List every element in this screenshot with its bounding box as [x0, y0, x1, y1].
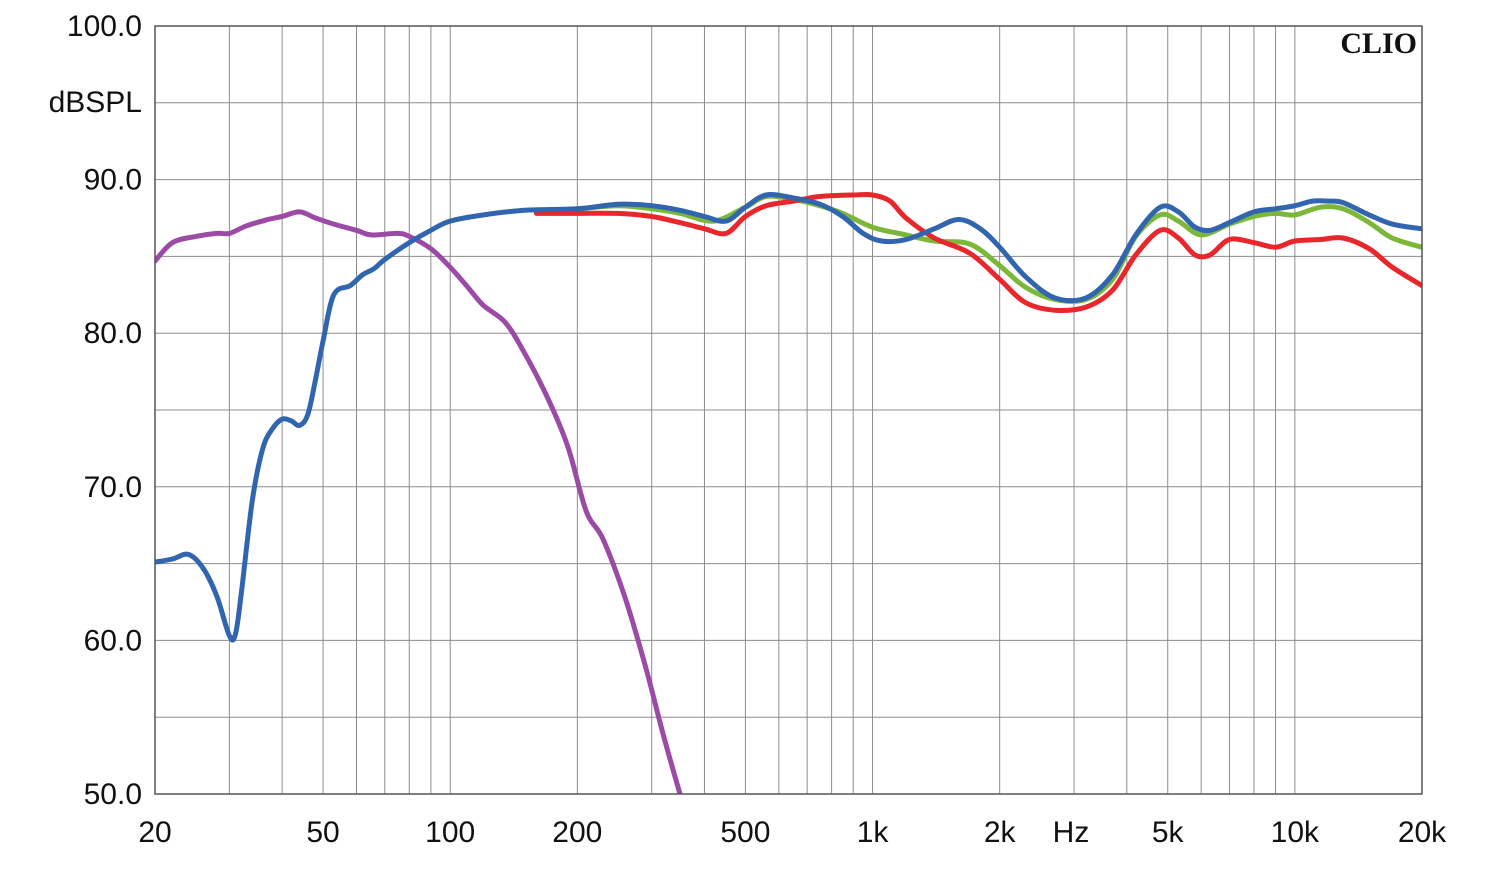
- x-tick-labels: 20 50 100 200 500 1k 2k 5k 10k 20k: [138, 816, 1447, 849]
- y-tick-label: 50.0: [84, 778, 142, 811]
- x-tick-label: 1k: [857, 816, 890, 849]
- y-tick-label: 90.0: [84, 164, 142, 197]
- y-tick-label: 70.0: [84, 471, 142, 504]
- x-axis-unit-label: Hz: [1053, 816, 1090, 849]
- x-tick-label: 20k: [1398, 816, 1447, 849]
- series-layer: [155, 191, 1422, 794]
- x-tick-label: 50: [306, 816, 339, 849]
- y-tick-label: 100.0: [67, 10, 142, 43]
- grid-layer: [154, 25, 1423, 795]
- x-tick-label: 100: [425, 816, 475, 849]
- y-tick-labels: 100.0 90.0 80.0 70.0 60.0 50.0: [67, 10, 142, 811]
- series-line-blue: [155, 192, 1422, 643]
- x-tick-label: 5k: [1152, 816, 1185, 849]
- series-line-red: [533, 191, 1422, 313]
- x-tick-label: 10k: [1271, 816, 1320, 849]
- y-axis-label: dBSPL: [49, 86, 142, 119]
- clio-brand-label: CLIO: [1340, 27, 1417, 60]
- series-line-purple: [155, 209, 683, 794]
- y-tick-label: 80.0: [84, 317, 142, 350]
- x-tick-label: 200: [552, 816, 602, 849]
- series-line-green: [533, 193, 1422, 304]
- y-tick-label: 60.0: [84, 624, 142, 657]
- x-tick-label: 2k: [984, 816, 1017, 849]
- plot-frame: [154, 25, 1423, 795]
- x-tick-label: 500: [720, 816, 770, 849]
- x-tick-label: 20: [138, 816, 171, 849]
